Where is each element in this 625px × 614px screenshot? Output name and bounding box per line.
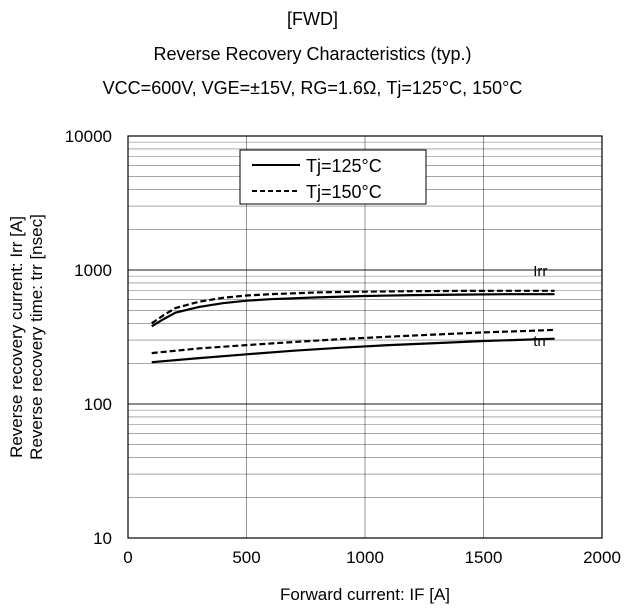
x-tick-label: 1000 xyxy=(346,548,384,567)
chart-title-fwd: [FWD] xyxy=(287,9,338,29)
grid xyxy=(128,136,602,538)
legend-label-125: Tj=125°C xyxy=(306,156,382,176)
y-tick-label: 100 xyxy=(84,395,112,414)
plot-frame xyxy=(127,135,603,539)
y-axis-label-time: Reverse recovery time: trr [nsec] xyxy=(27,214,46,460)
x-tick-label: 2000 xyxy=(583,548,621,567)
chart-title: Reverse Recovery Characteristics (typ.) xyxy=(153,44,472,64)
legend-label-150: Tj=150°C xyxy=(306,182,382,202)
y-tick-label: 1000 xyxy=(74,261,112,280)
tick-layer: 0 500 1000 1500 2000 10 100 1000 10000 xyxy=(65,127,621,567)
x-tick-label: 0 xyxy=(123,548,132,567)
annotation-trr: trr xyxy=(533,333,547,350)
y-axis-label-current: Reverse recovery current: Irr [A] xyxy=(7,216,26,458)
series-layer xyxy=(151,289,555,364)
x-tick-label: 500 xyxy=(232,548,260,567)
x-axis-label: Forward current: IF [A] xyxy=(280,585,450,604)
legend-box xyxy=(239,149,427,205)
annotation-irr: Irr xyxy=(533,263,547,280)
chart-conditions: VCC=600V, VGE=±15V, RG=1.6Ω, Tj=125°C, 1… xyxy=(102,78,523,98)
legend: Tj=125°C Tj=150°C xyxy=(239,149,427,205)
y-tick-label: 10000 xyxy=(65,127,112,146)
series-line-irr-125 xyxy=(151,293,555,328)
y-tick-label: 10 xyxy=(93,529,112,548)
series-line-trr-150 xyxy=(151,328,555,355)
series-line-trr-125 xyxy=(151,337,555,364)
series-line-irr-150 xyxy=(151,289,555,325)
x-tick-label: 1500 xyxy=(465,548,503,567)
